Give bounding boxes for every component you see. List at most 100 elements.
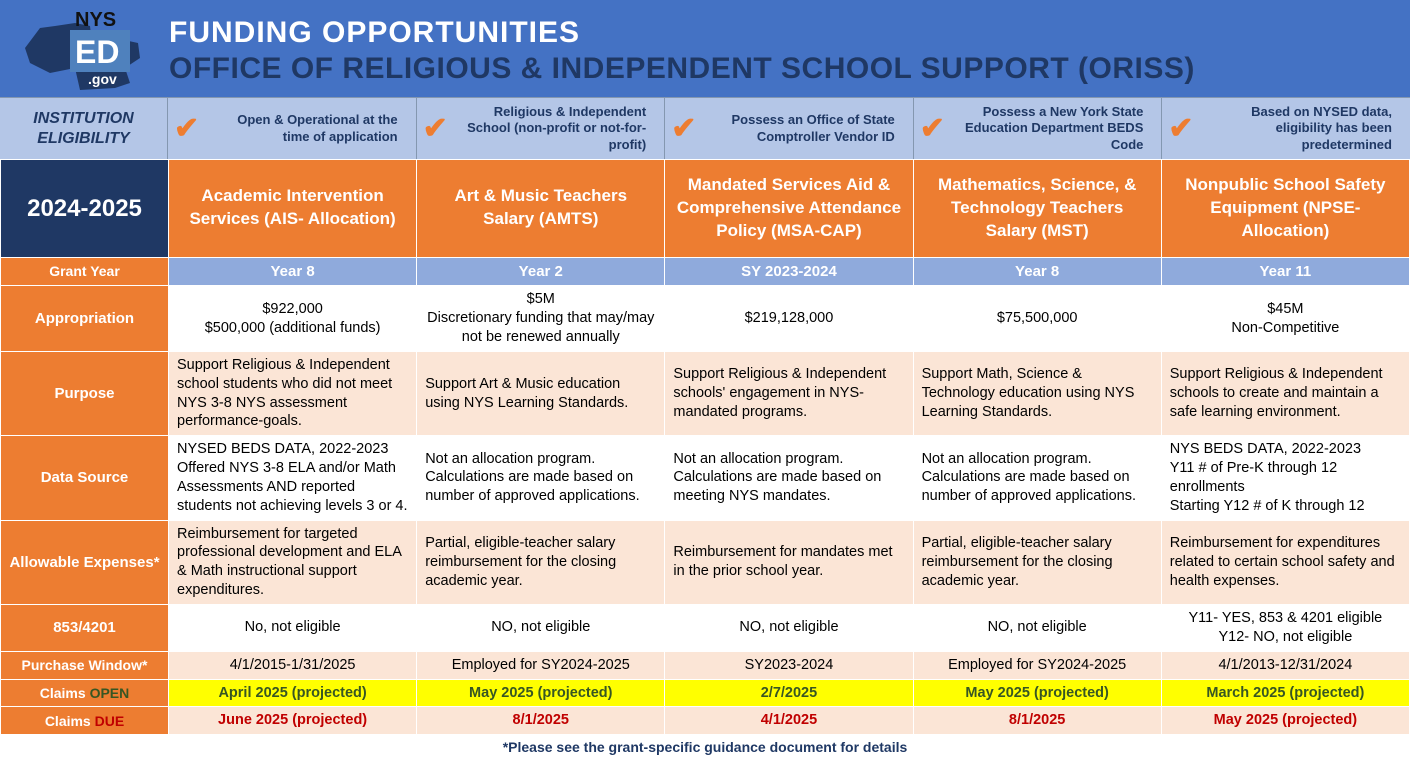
eligibility-item: ✔ Open & Operational at the time of appl… [168, 98, 417, 159]
allowable-cell: Partial, eligible-teacher salary reimbur… [417, 520, 665, 604]
claims-prefix: Claims [40, 685, 90, 701]
row-label-853: 853/4201 [1, 604, 169, 651]
purpose-cell: Support Religious & Independent schools … [1161, 351, 1409, 435]
appropriation-cell: $5MDiscretionary funding that may/may no… [417, 286, 665, 352]
program-header: Mathematics, Science, & Technology Teach… [913, 160, 1161, 258]
page-header: NYS ED .gov FUNDING OPPORTUNITIES OFFICE… [0, 0, 1410, 97]
nysed-logo: NYS ED .gov [20, 8, 145, 93]
claims-due-cell: May 2025 (projected) [1161, 707, 1409, 735]
purpose-cell: Support Religious & Independent school s… [169, 351, 417, 435]
claims-due-row: Claims DUE June 2025 (projected) 8/1/202… [1, 707, 1410, 735]
purchase-cell: 4/1/2013-12/31/2024 [1161, 651, 1409, 679]
program-header: Mandated Services Aid & Comprehensive At… [665, 160, 913, 258]
allowable-cell: Partial, eligible-teacher salary reimbur… [913, 520, 1161, 604]
funding-table: 2024-2025 Academic Intervention Services… [0, 159, 1410, 735]
purchase-cell: SY2023-2024 [665, 651, 913, 679]
allowable-cell: Reimbursement for mandates met in the pr… [665, 520, 913, 604]
853-cell: Y11- YES, 853 & 4201 eligibleY12- NO, no… [1161, 604, 1409, 651]
appropriation-cell: $75,500,000 [913, 286, 1161, 352]
eligibility-label-1: INSTITUTION [33, 109, 133, 129]
title-main: FUNDING OPPORTUNITIES [169, 16, 1390, 50]
eligibility-item: ✔ Based on NYSED data, eligibility has b… [1162, 98, 1410, 159]
programs-row: 2024-2025 Academic Intervention Services… [1, 160, 1410, 258]
853-cell: NO, not eligible [417, 604, 665, 651]
grant-year-cell: Year 8 [913, 257, 1161, 286]
title-sub: OFFICE OF RELIGIOUS & INDEPENDENT SCHOOL… [169, 52, 1390, 86]
claims-open-row: Claims OPEN April 2025 (projected) May 2… [1, 679, 1410, 707]
program-header: Nonpublic School Safety Equipment (NPSE-… [1161, 160, 1409, 258]
row-label-grant-year: Grant Year [1, 257, 169, 286]
claims-due-cell: June 2025 (projected) [169, 707, 417, 735]
purchase-row: Purchase Window* 4/1/2015-1/31/2025 Empl… [1, 651, 1410, 679]
appropriation-cell: $219,128,000 [665, 286, 913, 352]
eligibility-row: INSTITUTION ELIGIBILITY ✔ Open & Operati… [0, 97, 1410, 159]
eligibility-label: INSTITUTION ELIGIBILITY [0, 98, 168, 159]
row-label-purchase: Purchase Window* [1, 651, 169, 679]
eligibility-item: ✔ Religious & Independent School (non-pr… [417, 98, 666, 159]
claims-open-word: OPEN [90, 685, 130, 701]
check-icon: ✔ [920, 114, 945, 144]
data-source-cell: NYS BEDS DATA, 2022-2023Y11 # of Pre-K t… [1161, 436, 1409, 520]
allowable-cell: Reimbursement for expenditures related t… [1161, 520, 1409, 604]
grant-year-row: Grant Year Year 8 Year 2 SY 2023-2024 Ye… [1, 257, 1410, 286]
row-label-claims-due: Claims DUE [1, 707, 169, 735]
853-row: 853/4201 No, not eligible NO, not eligib… [1, 604, 1410, 651]
row-label-allowable: Allowable Expenses* [1, 520, 169, 604]
allowable-row: Allowable Expenses* Reimbursement for ta… [1, 520, 1410, 604]
claims-due-cell: 4/1/2025 [665, 707, 913, 735]
svg-text:.gov: .gov [88, 71, 117, 87]
853-cell: No, not eligible [169, 604, 417, 651]
data-source-cell: Not an allocation program. Calculations … [913, 436, 1161, 520]
purchase-cell: 4/1/2015-1/31/2025 [169, 651, 417, 679]
grant-year-cell: Year 2 [417, 257, 665, 286]
grant-year-cell: SY 2023-2024 [665, 257, 913, 286]
row-label-appropriation: Appropriation [1, 286, 169, 352]
appropriation-cell: $45MNon-Competitive [1161, 286, 1409, 352]
check-icon: ✔ [423, 114, 448, 144]
check-icon: ✔ [1168, 114, 1193, 144]
purpose-row: Purpose Support Religious & Independent … [1, 351, 1410, 435]
claims-open-cell: May 2025 (projected) [417, 679, 665, 707]
eligibility-text: Possess an Office of State Comptroller V… [704, 112, 894, 145]
data-source-cell: Not an allocation program. Calculations … [665, 436, 913, 520]
data-source-cell: NYSED BEDS DATA, 2022-2023Offered NYS 3-… [169, 436, 417, 520]
check-icon: ✔ [174, 114, 199, 144]
claims-open-cell: April 2025 (projected) [169, 679, 417, 707]
program-header: Academic Intervention Services (AIS- All… [169, 160, 417, 258]
grant-year-cell: Year 11 [1161, 257, 1409, 286]
eligibility-item: ✔ Possess an Office of State Comptroller… [665, 98, 914, 159]
row-label-claims-open: Claims OPEN [1, 679, 169, 707]
check-icon: ✔ [671, 114, 696, 144]
claims-open-cell: May 2025 (projected) [913, 679, 1161, 707]
claims-due-cell: 8/1/2025 [417, 707, 665, 735]
data-source-cell: Not an allocation program. Calculations … [417, 436, 665, 520]
grant-year-cell: Year 8 [169, 257, 417, 286]
eligibility-text: Possess a New York State Education Depar… [953, 104, 1143, 153]
purchase-cell: Employed for SY2024-2025 [913, 651, 1161, 679]
purchase-cell: Employed for SY2024-2025 [417, 651, 665, 679]
eligibility-label-2: ELIGIBILITY [37, 129, 129, 149]
purpose-cell: Support Religious & Independent schools'… [665, 351, 913, 435]
eligibility-item: ✔ Possess a New York State Education Dep… [914, 98, 1163, 159]
eligibility-text: Based on NYSED data, eligibility has bee… [1202, 104, 1392, 153]
footnote: *Please see the grant-specific guidance … [0, 735, 1410, 763]
svg-text:NYS: NYS [75, 9, 116, 31]
allowable-cell: Reimbursement for targeted professional … [169, 520, 417, 604]
purpose-cell: Support Math, Science & Technology educa… [913, 351, 1161, 435]
row-label-data-source: Data Source [1, 436, 169, 520]
purpose-cell: Support Art & Music education using NYS … [417, 351, 665, 435]
data-source-row: Data Source NYSED BEDS DATA, 2022-2023Of… [1, 436, 1410, 520]
claims-due-cell: 8/1/2025 [913, 707, 1161, 735]
header-titles: FUNDING OPPORTUNITIES OFFICE OF RELIGIOU… [169, 16, 1390, 86]
eligibility-text: Religious & Independent School (non-prof… [456, 104, 646, 153]
appropriation-cell: $922,000$500,000 (additional funds) [169, 286, 417, 352]
svg-text:ED: ED [75, 34, 119, 70]
claims-open-cell: March 2025 (projected) [1161, 679, 1409, 707]
appropriation-row: Appropriation $922,000$500,000 (addition… [1, 286, 1410, 352]
eligibility-text: Open & Operational at the time of applic… [207, 112, 397, 145]
853-cell: NO, not eligible [913, 604, 1161, 651]
853-cell: NO, not eligible [665, 604, 913, 651]
row-label-purpose: Purpose [1, 351, 169, 435]
program-header: Art & Music Teachers Salary (AMTS) [417, 160, 665, 258]
claims-open-cell: 2/7/2025 [665, 679, 913, 707]
